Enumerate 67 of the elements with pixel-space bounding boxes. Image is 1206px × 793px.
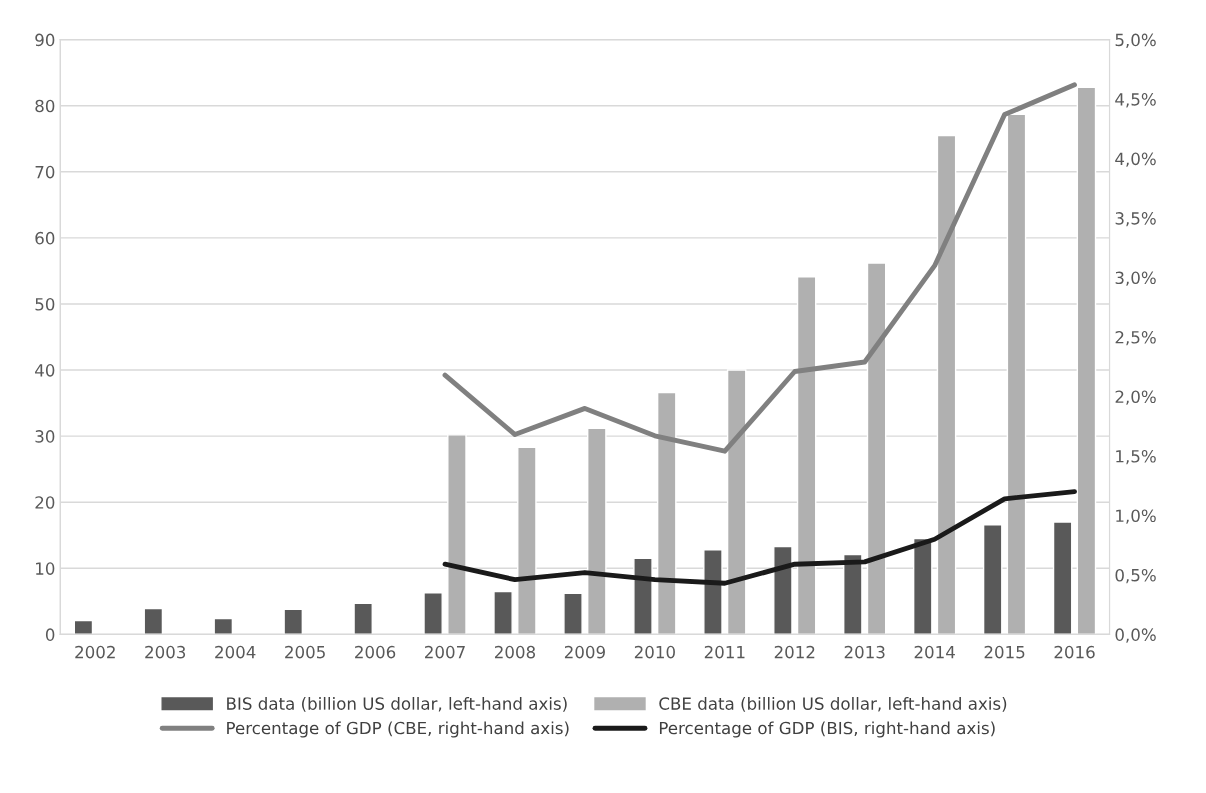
- y-tick-label: 10: [36, 562, 55, 575]
- y-tick-label: 90: [35, 33, 55, 47]
- bar: [283, 608, 304, 635]
- y-tick-label: 40: [35, 364, 55, 377]
- x-tick-label: 2015: [984, 645, 1025, 659]
- legend-label: Percentage of GDP (CBE, right-hand axis): [227, 721, 569, 738]
- bar: [493, 590, 513, 635]
- bar: [936, 134, 957, 635]
- y2-tick-label: 0,0%: [1115, 628, 1156, 643]
- x-tick-label: 2011: [704, 645, 745, 659]
- bar: [353, 602, 373, 635]
- bar: [587, 427, 607, 635]
- legend-label: BIS data (billion US dollar, left-hand axis): [227, 696, 567, 712]
- x-tick-label: 2013: [844, 645, 885, 659]
- x-tick-label: 2012: [774, 645, 815, 659]
- bar: [982, 524, 1003, 635]
- y2-tick-label: 1,5%: [1116, 449, 1156, 465]
- bar: [796, 276, 817, 635]
- bar: [866, 262, 887, 635]
- y2-tick-label: 2,5%: [1115, 330, 1156, 346]
- y2-tick-label: 3,5%: [1115, 212, 1156, 227]
- bar: [726, 369, 747, 635]
- y-tick-label: 50: [35, 297, 55, 311]
- y2-tick-label: 1,0%: [1116, 509, 1156, 524]
- y-tick-label: 70: [35, 165, 55, 179]
- bar: [143, 607, 164, 635]
- y-tick-label: 30: [35, 430, 55, 443]
- x-tick-label: 2004: [215, 645, 256, 659]
- bar: [773, 545, 793, 635]
- bar: [517, 446, 537, 635]
- bar: [1006, 113, 1027, 635]
- bar: [843, 553, 863, 635]
- bar: [423, 592, 443, 635]
- line-series: [442, 489, 1077, 586]
- bar: [1076, 86, 1097, 635]
- y-tick-label: 80: [35, 99, 55, 113]
- y-tick-label: 20: [35, 496, 55, 509]
- y2-tick-label: 3,0%: [1115, 271, 1156, 286]
- y2-tick-label: 5,0%: [1115, 33, 1156, 48]
- x-tick-label: 2003: [145, 645, 186, 659]
- x-tick-label: 2005: [285, 645, 325, 659]
- bar: [563, 592, 583, 635]
- x-tick-label: 2014: [914, 645, 955, 659]
- bar: [912, 537, 933, 635]
- bar: [213, 617, 234, 635]
- bar: [1052, 521, 1073, 635]
- y-tick-label: 60: [35, 231, 55, 245]
- legend-label: Percentage of GDP (BIS, right-hand axis): [659, 721, 995, 738]
- y2-tick-label: 4,5%: [1115, 93, 1156, 108]
- y2-tick-label: 4,0%: [1115, 152, 1156, 167]
- y2-tick-label: 0,5%: [1115, 568, 1156, 584]
- bar: [447, 434, 467, 635]
- x-tick-label: 2002: [75, 645, 115, 659]
- bar: [656, 391, 677, 635]
- legend-label: CBE data (billion US dollar, left-hand axis): [659, 696, 1007, 712]
- x-tick-label: 2016: [1054, 645, 1095, 659]
- bar: [703, 549, 723, 635]
- line-series: [442, 82, 1077, 454]
- x-tick-label: 2007: [425, 645, 465, 659]
- x-tick-label: 2010: [634, 645, 675, 659]
- x-tick-label: 2009: [564, 645, 605, 659]
- x-tick-label: 2008: [494, 645, 536, 659]
- bar: [73, 619, 94, 635]
- bar: [633, 557, 653, 635]
- y-tick-label: 0: [45, 628, 55, 641]
- y2-tick-label: 2,0%: [1115, 390, 1156, 405]
- x-tick-label: 2006: [355, 645, 396, 659]
